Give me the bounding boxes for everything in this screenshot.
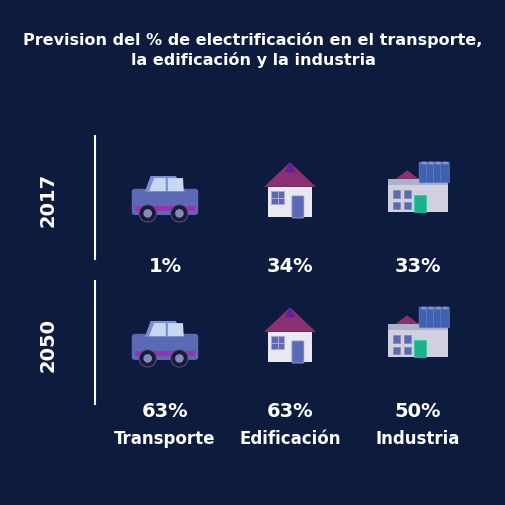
FancyBboxPatch shape — [418, 308, 427, 328]
Text: 34%: 34% — [266, 257, 313, 275]
Circle shape — [139, 350, 156, 367]
FancyBboxPatch shape — [433, 308, 441, 328]
FancyBboxPatch shape — [426, 163, 434, 183]
Circle shape — [170, 206, 188, 223]
Text: 50%: 50% — [394, 401, 440, 420]
Bar — [403, 191, 410, 198]
Polygon shape — [144, 177, 185, 192]
Polygon shape — [149, 324, 166, 336]
FancyBboxPatch shape — [268, 332, 311, 362]
Bar — [414, 340, 425, 358]
Polygon shape — [264, 308, 315, 332]
Bar — [392, 203, 399, 210]
Text: Transporte: Transporte — [114, 429, 215, 447]
Polygon shape — [284, 163, 295, 173]
Polygon shape — [168, 324, 183, 336]
FancyBboxPatch shape — [440, 163, 448, 183]
Polygon shape — [417, 316, 439, 324]
Text: 63%: 63% — [266, 401, 313, 420]
FancyBboxPatch shape — [268, 187, 311, 218]
Bar — [134, 351, 195, 356]
Bar — [387, 324, 447, 330]
Ellipse shape — [434, 162, 440, 165]
Ellipse shape — [434, 307, 440, 310]
Bar — [271, 336, 284, 349]
Ellipse shape — [441, 307, 448, 310]
Text: Edificación: Edificación — [239, 429, 340, 447]
Polygon shape — [284, 308, 295, 318]
Bar — [387, 180, 447, 185]
FancyBboxPatch shape — [291, 196, 304, 219]
Text: 63%: 63% — [141, 401, 188, 420]
FancyBboxPatch shape — [426, 308, 434, 328]
Bar — [392, 347, 399, 355]
Ellipse shape — [420, 307, 426, 310]
Bar — [387, 184, 447, 213]
Polygon shape — [149, 179, 166, 192]
FancyBboxPatch shape — [131, 334, 198, 360]
Bar — [134, 207, 195, 211]
Bar — [392, 191, 399, 198]
Circle shape — [175, 210, 183, 218]
Polygon shape — [144, 321, 185, 337]
Text: 2050: 2050 — [38, 317, 58, 371]
Text: 33%: 33% — [394, 257, 440, 275]
Circle shape — [139, 206, 156, 223]
Text: 1%: 1% — [148, 257, 181, 275]
FancyBboxPatch shape — [440, 308, 448, 328]
Bar — [403, 336, 410, 343]
Bar — [414, 195, 425, 213]
Polygon shape — [264, 163, 315, 187]
Bar — [271, 192, 284, 205]
FancyBboxPatch shape — [131, 189, 198, 216]
Circle shape — [143, 210, 152, 218]
Text: 2017: 2017 — [38, 173, 58, 227]
Circle shape — [143, 355, 152, 363]
Circle shape — [175, 355, 183, 363]
Ellipse shape — [427, 307, 433, 310]
FancyBboxPatch shape — [291, 341, 304, 363]
Bar — [403, 347, 410, 355]
Ellipse shape — [427, 162, 433, 165]
Text: Industria: Industria — [375, 429, 459, 447]
Ellipse shape — [441, 162, 448, 165]
Polygon shape — [395, 316, 418, 324]
Text: la edificación y la industria: la edificación y la industria — [130, 52, 375, 68]
Polygon shape — [168, 179, 183, 192]
FancyBboxPatch shape — [433, 163, 441, 183]
Bar — [403, 203, 410, 210]
Circle shape — [170, 350, 188, 367]
Polygon shape — [417, 171, 439, 180]
Text: Prevision del % de electrificación en el transporte,: Prevision del % de electrificación en el… — [23, 32, 482, 48]
FancyBboxPatch shape — [418, 163, 427, 183]
Bar — [387, 329, 447, 358]
Bar — [392, 336, 399, 343]
Polygon shape — [395, 171, 418, 180]
Ellipse shape — [420, 162, 426, 165]
